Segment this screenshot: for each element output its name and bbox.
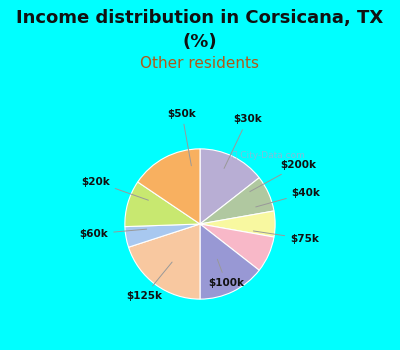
- Wedge shape: [125, 224, 200, 247]
- Wedge shape: [200, 178, 274, 224]
- Wedge shape: [138, 149, 200, 224]
- Text: $125k: $125k: [126, 262, 172, 301]
- Wedge shape: [200, 224, 274, 270]
- Text: $40k: $40k: [256, 188, 321, 207]
- Text: Other residents: Other residents: [140, 56, 260, 71]
- Text: $200k: $200k: [250, 160, 316, 192]
- Text: (%): (%): [183, 33, 217, 51]
- Wedge shape: [128, 224, 200, 299]
- Text: $75k: $75k: [253, 231, 319, 244]
- Wedge shape: [200, 224, 259, 299]
- Text: $30k: $30k: [224, 114, 262, 168]
- Text: $50k: $50k: [168, 109, 196, 166]
- Text: $20k: $20k: [81, 176, 148, 200]
- Wedge shape: [125, 182, 200, 226]
- Wedge shape: [200, 211, 275, 237]
- Text: Income distribution in Corsicana, TX: Income distribution in Corsicana, TX: [16, 9, 384, 27]
- Text: ⓘ City-Data.com: ⓘ City-Data.com: [232, 151, 305, 160]
- Text: $100k: $100k: [208, 259, 244, 288]
- Text: $60k: $60k: [80, 229, 146, 239]
- Wedge shape: [200, 149, 259, 224]
